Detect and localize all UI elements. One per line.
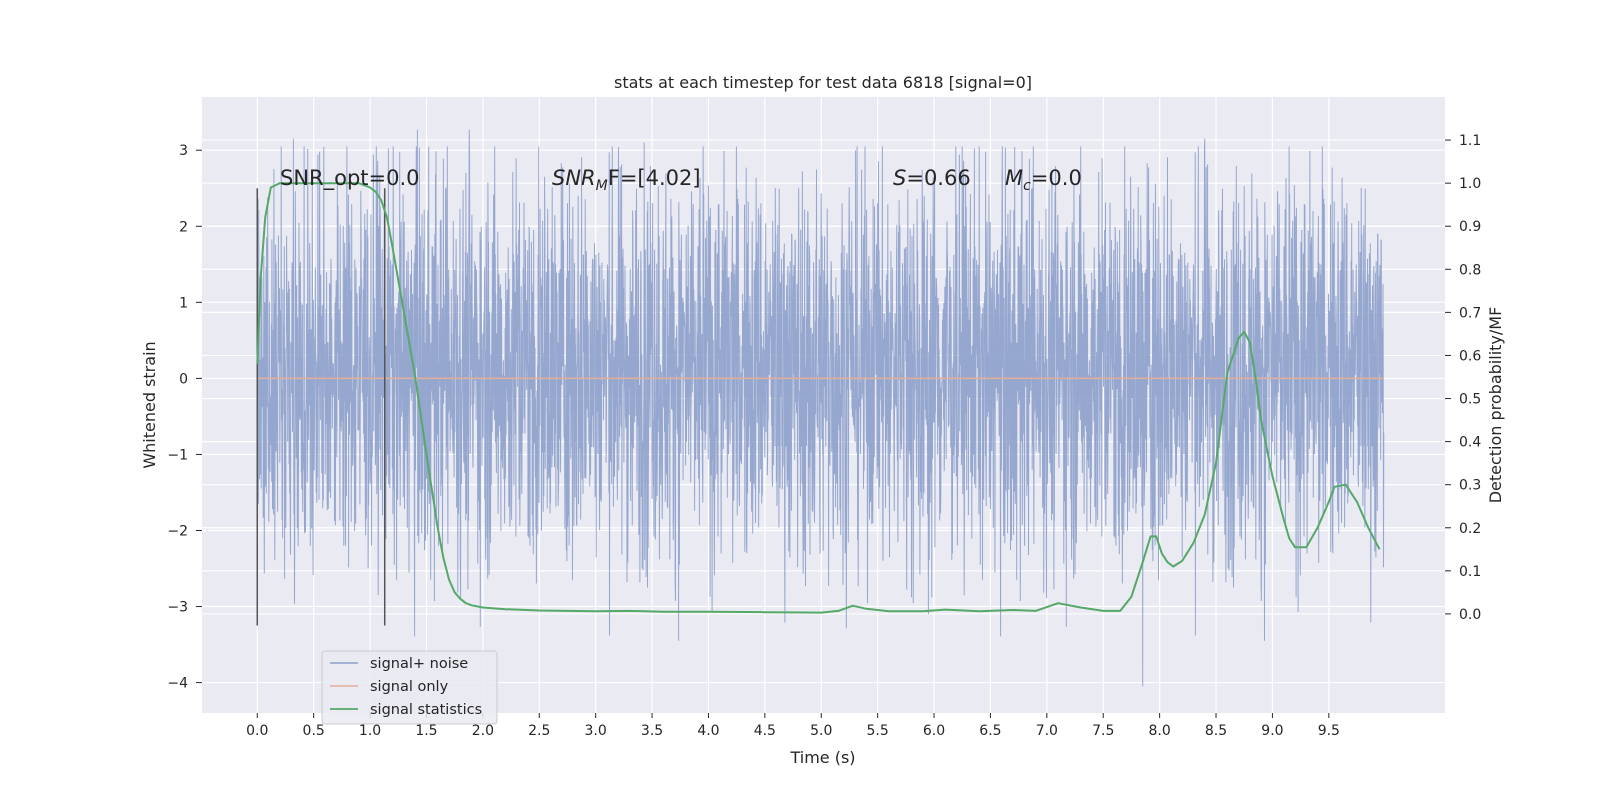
y-tick-label-6: −3 bbox=[167, 600, 188, 616]
y2-tick-label-7: 0.4 bbox=[1459, 435, 1481, 451]
x-tick-label-11: 5.5 bbox=[867, 723, 889, 739]
legend-label-stats: signal statistics bbox=[370, 702, 482, 718]
x-tick-label-3: 1.5 bbox=[415, 723, 437, 739]
signal-statistics-series bbox=[256, 182, 1381, 614]
y-tick-label-0: 3 bbox=[179, 143, 188, 159]
x-tick-label-6: 3.0 bbox=[585, 723, 607, 739]
annotation-s: S=0.66 bbox=[893, 166, 971, 190]
y-tick-label-2: 1 bbox=[179, 295, 188, 311]
x-tick-label-17: 8.5 bbox=[1205, 723, 1227, 739]
legend-box bbox=[321, 650, 498, 725]
vertical-markers bbox=[256, 188, 386, 626]
signal-noise-line bbox=[256, 129, 1385, 687]
x-tick-label-10: 5.0 bbox=[810, 723, 832, 739]
x-tick-label-2: 1.0 bbox=[359, 723, 381, 739]
x-tick-label-15: 7.5 bbox=[1092, 723, 1114, 739]
annotation-mc: Mc=0.0 bbox=[1005, 166, 1082, 194]
x-tick-label-5: 2.5 bbox=[528, 723, 550, 739]
legend: signal+ noise signal only signal statist… bbox=[321, 650, 498, 725]
x-tick-label-13: 6.5 bbox=[979, 723, 1001, 739]
tick-labels: 0.0 0.5 1.0 1.5 2.0 2.5 3.0 3.5 4.0 4.5 5.0 5.5 6.0 6… bbox=[167, 133, 1481, 739]
annotation-snr-opt: SNR_opt=0.0 bbox=[280, 166, 420, 191]
y2-tick-label-3: 0.8 bbox=[1459, 262, 1481, 278]
x-tick-label-4: 2.0 bbox=[472, 723, 494, 739]
signal-statistics-line bbox=[256, 182, 1381, 614]
y-tick-label-7: −4 bbox=[167, 676, 188, 692]
x-tick-label-7: 3.5 bbox=[641, 723, 663, 739]
y-tick-label-4: −1 bbox=[167, 447, 188, 463]
x-axis-label: Time (s) bbox=[789, 748, 855, 767]
legend-label-signal: signal only bbox=[370, 679, 449, 695]
y2-axis-label: Detection probability/MF bbox=[1486, 307, 1505, 504]
y2-tick-label-8: 0.3 bbox=[1459, 478, 1481, 494]
y2-tick-label-9: 0.2 bbox=[1459, 521, 1481, 537]
y-tick-label-3: 0 bbox=[179, 371, 188, 387]
annotation-snr-mf: SNRMF=[4.02] bbox=[552, 166, 701, 194]
x-tick-label-19: 9.5 bbox=[1318, 723, 1340, 739]
x-tick-label-18: 9.0 bbox=[1261, 723, 1283, 739]
y-axis-label: Whitened strain bbox=[140, 341, 159, 468]
x-tick-label-12: 6.0 bbox=[923, 723, 945, 739]
y2-tick-label-1: 1.0 bbox=[1459, 176, 1481, 192]
x-tick-label-14: 7.0 bbox=[1036, 723, 1058, 739]
x-tick-label-16: 8.0 bbox=[1148, 723, 1170, 739]
y2-tick-label-10: 0.1 bbox=[1459, 564, 1481, 580]
y-tick-label-1: 2 bbox=[179, 219, 188, 235]
y-tick-label-5: −2 bbox=[167, 523, 188, 539]
y2-tick-label-5: 0.6 bbox=[1459, 348, 1481, 364]
y2-tick-label-2: 0.9 bbox=[1459, 219, 1481, 235]
y2-tick-label-0: 1.1 bbox=[1459, 133, 1481, 149]
signal-noise-series bbox=[256, 129, 1385, 687]
x-tick-label-9: 4.5 bbox=[754, 723, 776, 739]
y2-tick-label-11: 0.0 bbox=[1459, 607, 1481, 623]
x-tick-label-1: 0.5 bbox=[303, 723, 325, 739]
x-tick-label-8: 4.0 bbox=[697, 723, 719, 739]
y2-tick-label-4: 0.7 bbox=[1459, 305, 1481, 321]
y2-tick-label-6: 0.5 bbox=[1459, 392, 1481, 408]
legend-label-noise: signal+ noise bbox=[370, 656, 468, 672]
x-tick-label-0: 0.0 bbox=[246, 723, 268, 739]
chart-title: stats at each timestep for test data 681… bbox=[614, 73, 1032, 92]
